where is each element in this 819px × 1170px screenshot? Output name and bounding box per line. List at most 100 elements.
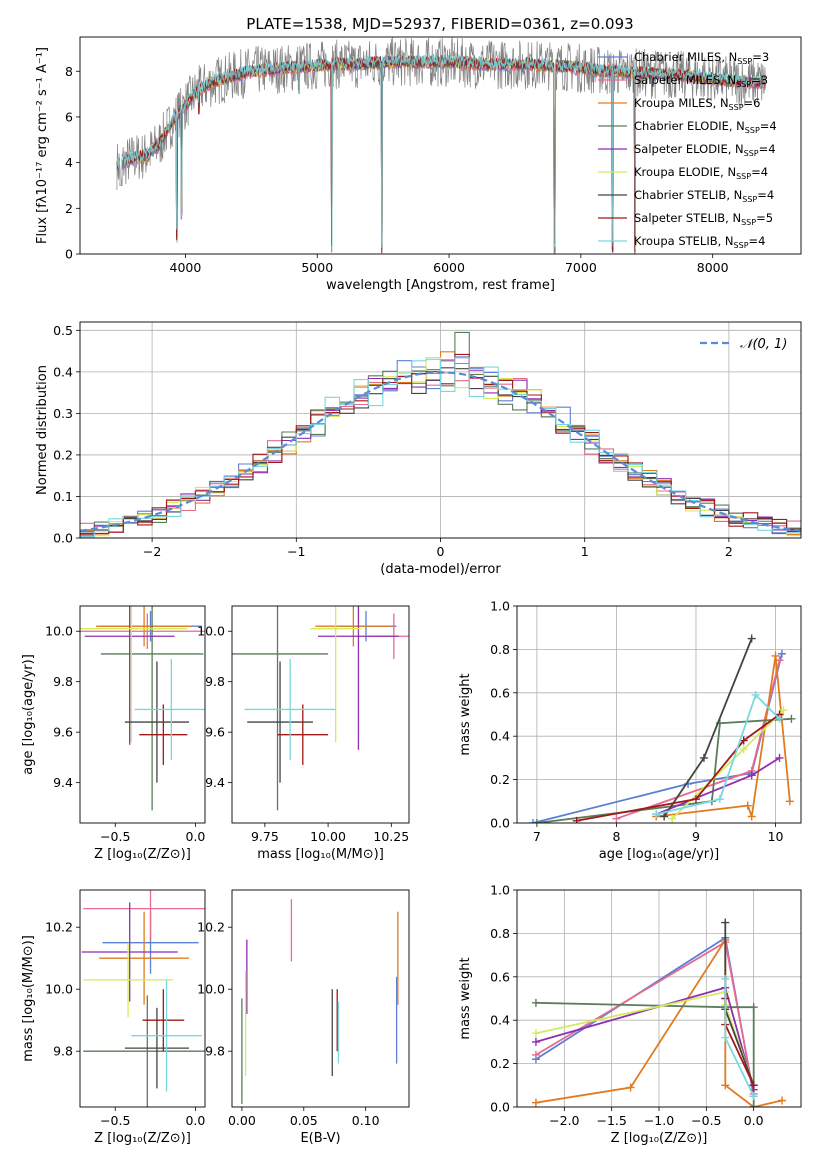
data-marks (528, 634, 796, 823)
weight-point-marker (775, 656, 784, 665)
y-tick-label: 1.0 (490, 883, 510, 898)
error-bar-point (232, 606, 329, 811)
error-bar-point (80, 606, 188, 743)
x-tick-label: 0.10 (352, 1113, 380, 1128)
error-bar-point (131, 979, 202, 1092)
weight-point-marker (528, 819, 537, 823)
weight-point-marker (531, 1098, 540, 1107)
x-tick-label: 9.75 (251, 829, 279, 844)
y-tick-label: 10.0 (45, 624, 73, 639)
weight-point-marker (691, 795, 700, 804)
y-tick-label: 0.4 (53, 364, 73, 379)
y-tick-label: 8 (65, 64, 73, 79)
y-tick-label: 9.8 (53, 674, 73, 689)
x-axis-label: age [log₁₀(age/yr)] (599, 847, 720, 862)
legend-label-sub: SSP (741, 218, 756, 227)
error-bar-point (134, 658, 205, 760)
legend-label-sub: SSP (734, 241, 749, 250)
axes-frame (79, 321, 802, 539)
x-axis-label: (data-model)/error (380, 562, 501, 577)
chart-panel: −0.5 0.0 9.4 9.6 9.8 10.0 Z [log₁₀(Z/Z⊙)] age [… (21, 605, 206, 862)
x-tick-label: 0.00 (228, 1113, 256, 1128)
x-axis-label: wavelength [Angstrom, rest frame] (326, 278, 555, 293)
axes-frame (516, 889, 802, 1108)
weight-point-marker (775, 714, 784, 723)
weight-point-marker (531, 998, 540, 1007)
legend-label-sub: SSP (736, 80, 751, 89)
weight-point-marker (531, 1037, 540, 1046)
x-tick-label: −1.5 (596, 1113, 626, 1128)
weight-point-marker (779, 706, 788, 715)
error-bar-point (96, 606, 193, 647)
weight-series-line (663, 638, 753, 818)
x-tick-label: 10.25 (373, 829, 409, 844)
weight-series-line (655, 693, 781, 816)
x-tick-label: 0.0 (185, 829, 205, 844)
error-bar-point (124, 1007, 189, 1089)
y-axis-label: mass weight (458, 673, 473, 755)
x-axis-label: E(B-V) (300, 1131, 340, 1146)
error-bar-point (83, 995, 205, 1107)
chart-panel: 9.75 10.00 10.25 9.4 9.6 9.8 10.0 mass [log₁₀(M… (197, 605, 410, 862)
x-tick-label: 0.0 (744, 1113, 764, 1128)
x-axis-label: Z [log₁₀(Z/Z⊙)] (94, 847, 191, 862)
x-axis-label: Z [log₁₀(Z/Z⊙)] (611, 1131, 708, 1146)
y-tick-label: 0.2 (490, 1056, 510, 1071)
x-tick-label: −0.5 (100, 829, 130, 844)
y-tick-label: 0.6 (490, 685, 510, 700)
x-tick-label: 10.00 (310, 829, 346, 844)
error-bar-point (317, 606, 399, 750)
legend-label-name: Salpeter ELODIE, N (634, 142, 744, 156)
error-bar-point (315, 606, 392, 647)
legend-label-count: =3 (751, 73, 768, 87)
y-tick-label: 0.8 (490, 642, 510, 657)
weight-series-line (532, 653, 783, 823)
error-bar-point (100, 606, 204, 811)
data-marks (241, 899, 399, 1104)
y-tick-label: 1.0 (490, 599, 510, 614)
error-bar-point (81, 902, 178, 1002)
chart-panel: 7 8 9 10 0.0 0.2 0.4 0.6 0.8 1.0 age [log₁₀(age/yr… (458, 599, 802, 862)
axes-frame (79, 36, 802, 255)
error-bar-point (83, 890, 205, 940)
y-tick-label: 4 (65, 155, 73, 170)
weight-point-marker (771, 651, 780, 660)
weight-point-marker (787, 714, 796, 723)
legend-label: Chabrier ELODIE, NSSP=4 (634, 119, 777, 135)
weight-series-line (535, 940, 755, 1095)
error-bar-point (124, 661, 189, 783)
axes-frame (231, 889, 410, 1108)
y-tick-label: 9.4 (205, 775, 225, 790)
legend-label-name: Kroupa ELODIE, N (634, 165, 736, 179)
weight-point-marker (715, 795, 724, 804)
y-tick-label: 10.2 (45, 920, 73, 935)
weight-series-line (576, 713, 781, 822)
legend-label-name: Chabrier ELODIE, N (634, 119, 745, 133)
y-tick-label: 6 (65, 109, 73, 124)
plot-area (517, 889, 801, 1108)
y-axis-label: mass [log₁₀(M/M⊙)] (21, 935, 36, 1062)
x-tick-label: −0.5 (691, 1113, 721, 1128)
legend-label: Salpeter MILES, NSSP=3 (634, 73, 768, 89)
y-tick-label: 0.3 (53, 406, 73, 421)
data-marks (232, 606, 409, 811)
legend-label: Salpeter ELODIE, NSSP=4 (634, 142, 776, 158)
axes-frame (79, 605, 206, 824)
x-axis-label: mass [log₁₀(M/M⊙)] (257, 847, 384, 862)
x-tick-label: 0 (437, 544, 445, 559)
error-bar-point (84, 606, 175, 745)
weight-point-marker (747, 812, 756, 821)
weight-point-marker (626, 1083, 635, 1092)
weight-point-marker (739, 745, 748, 754)
y-tick-label: 9.8 (53, 1044, 73, 1059)
error-bar-point (244, 658, 336, 760)
weight-series-line (535, 1001, 755, 1107)
error-bar-point (80, 613, 205, 649)
legend-label-count: =4 (760, 119, 777, 133)
weight-point-marker (531, 1029, 540, 1038)
weight-point-marker (721, 918, 730, 927)
legend-label-name: Kroupa STELIB, N (634, 234, 734, 248)
legend-label-count: =4 (757, 188, 774, 202)
weight-point-marker (775, 753, 784, 762)
chart-panel: −2.0 −1.5 −1.0 −0.5 0.0 0.0 0.2 0.4 0.6 0.8 1.0 Z [… (458, 883, 802, 1146)
